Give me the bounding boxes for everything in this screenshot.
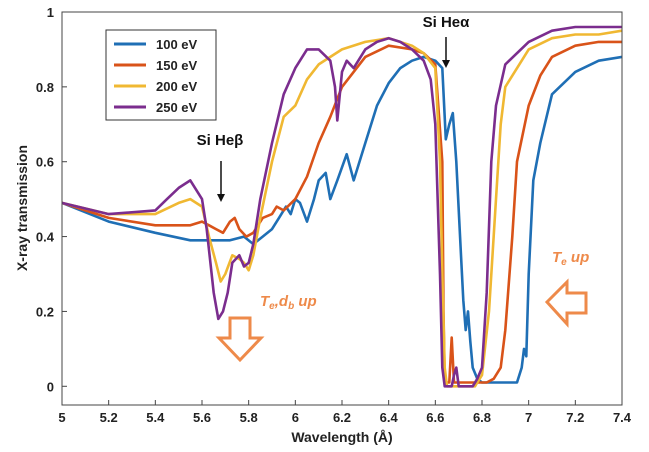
si-he-beta-label: Si Heβ [197,132,244,149]
y-tick-label: 0.8 [36,80,54,95]
x-tick-label: 7.4 [613,410,632,425]
series-lines [62,25,622,388]
si-he-alpha-arrow-head [442,60,450,68]
legend-label: 200 eV [156,79,198,94]
x-tick-label: 5.2 [100,410,118,425]
x-tick-label: 7 [525,410,532,425]
x-tick-label: 5.6 [193,410,211,425]
x-tick-label: 5.8 [240,410,258,425]
down-arrow-icon [215,316,265,363]
x-tick-label: 5.4 [146,410,165,425]
si-he-alpha-label: Si Heα [423,14,471,31]
x-tick-label: 6 [292,410,299,425]
y-tick-label: 0.4 [36,230,55,245]
series-line-250-ev [62,25,622,388]
left-arrow-icon [544,278,588,328]
legend-label: 100 eV [156,37,198,52]
x-axis-label: Wavelength (Å) [291,429,392,445]
y-tick-label: 0 [47,379,54,394]
y-tick-label: 1 [47,5,54,20]
legend-label: 150 eV [156,58,198,73]
x-tick-label: 6.6 [426,410,444,425]
te-up-label: Te up [552,249,589,268]
te-db-up-label: Te,db up [260,293,317,312]
legend: 100 eV 150 eV 200 eV 250 eV [105,29,217,121]
si-he-beta-arrow-head [217,194,225,202]
x-tick-label: 6.8 [473,410,491,425]
y-axis-ticks: 0 0.2 0.4 0.6 0.8 1 [36,5,67,394]
x-tick-label: 5 [58,410,65,425]
x-tick-label: 6.4 [380,410,399,425]
y-tick-label: 0.6 [36,155,54,170]
x-axis-ticks: 5 5.2 5.4 5.6 5.8 6 6.2 6.4 6.6 6.8 7 7.2 7.4 [58,400,632,425]
y-tick-label: 0.2 [36,304,54,319]
legend-label: 250 eV [156,100,198,115]
series-line-100-ev [62,55,622,384]
series-line-200-ev [62,29,622,388]
x-tick-label: 6.2 [333,410,351,425]
y-axis-label: X-ray transmission [14,145,30,271]
x-tick-label: 7.2 [566,410,584,425]
plot-frame [61,11,623,406]
